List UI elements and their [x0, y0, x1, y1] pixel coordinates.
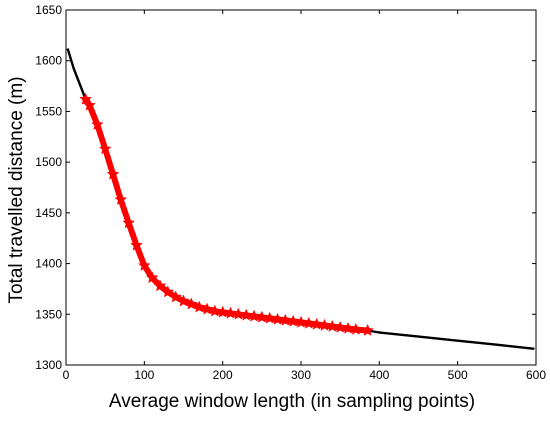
data-point-star [153, 279, 167, 292]
data-point-star [310, 317, 324, 330]
data-point-star [224, 306, 237, 319]
y-tick-label: 1500 [35, 155, 62, 169]
data-point-star [137, 258, 151, 272]
x-tick-label: 100 [134, 368, 154, 382]
data-point-star [263, 311, 277, 324]
series-layer [66, 48, 535, 350]
data-point-star [90, 117, 104, 131]
data-point-star [106, 167, 120, 180]
data-point-star [231, 307, 245, 320]
data-point-star [361, 323, 374, 336]
data-point-star [192, 300, 206, 313]
data-point-star [349, 322, 363, 335]
data-point-star [200, 302, 214, 315]
data-point-star [341, 321, 355, 334]
x-axis-title: Average window length (in sampling point… [109, 391, 475, 412]
y-tick-label: 1400 [35, 257, 62, 271]
data-point-star [161, 285, 175, 298]
data-point-star [271, 312, 284, 325]
x-tick-label: 0 [63, 368, 70, 382]
data-point-star [318, 318, 331, 331]
data-point-star [286, 314, 300, 327]
data-point-star [255, 310, 269, 323]
data-point-star [122, 216, 136, 229]
series-markers-red [79, 92, 374, 336]
data-point-star [177, 294, 190, 307]
plot-area [66, 10, 536, 365]
x-tick-label: 500 [448, 368, 468, 382]
y-tick-label: 1450 [35, 206, 62, 220]
data-point-star [130, 238, 143, 251]
y-tick-label: 1600 [35, 54, 62, 68]
y-tick-label: 1550 [35, 104, 62, 118]
data-point-star [145, 271, 159, 284]
data-point-star [294, 315, 308, 328]
data-point-star [216, 305, 230, 318]
x-tick-label: 400 [369, 368, 389, 382]
x-tick-label: 600 [526, 368, 546, 382]
data-point-star [184, 297, 198, 310]
ticks-layer: 0 100 200 300 400 500 600 1300 1350 1400 1450 1500 1… [35, 3, 546, 382]
data-point-star [114, 193, 128, 206]
data-point-star [302, 316, 316, 329]
data-point-star [239, 308, 253, 321]
y-tick-label: 1300 [35, 358, 62, 372]
data-point-star [83, 98, 96, 111]
y-tick-label: 1350 [35, 307, 62, 321]
x-tick-label: 300 [291, 368, 311, 382]
y-tick-label: 1650 [35, 3, 62, 17]
data-point-star [169, 290, 183, 303]
data-point-star [208, 304, 222, 317]
data-point-star [278, 313, 292, 326]
data-point-star [333, 320, 347, 333]
x-tick-label: 200 [213, 368, 233, 382]
data-point-star [325, 319, 339, 332]
data-point-star [98, 142, 112, 155]
y-axis-title: Total travelled distance (m) [6, 76, 27, 303]
data-point-star [247, 309, 261, 322]
